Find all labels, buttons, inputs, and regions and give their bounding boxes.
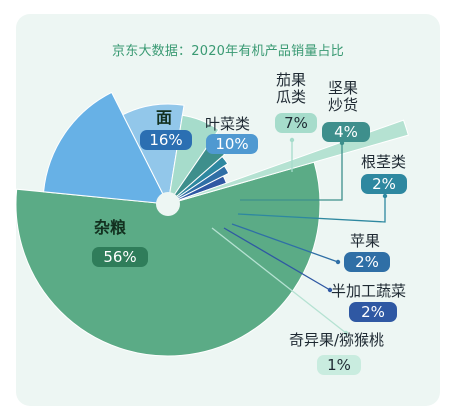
value-pill-mian: 16% <box>140 130 192 150</box>
label-genjing: 根茎类 <box>361 153 407 171</box>
leader-dot-qiyi <box>343 330 349 336</box>
leader-dot-banjiagong <box>327 287 333 293</box>
slice-zaliang <box>15 161 321 357</box>
label-mian: 面 <box>156 108 173 127</box>
value-pill-qieguo: 7% <box>275 113 317 133</box>
slice-mian <box>43 91 169 205</box>
leader-line-pingguo <box>231 223 339 263</box>
value-pill-genjing: 2% <box>361 174 407 194</box>
label-jianguo: 坚果 炒货 <box>328 80 358 114</box>
label-pingguo: 苹果 <box>350 232 381 250</box>
pie-center-hole <box>156 192 180 216</box>
label-qiyi: 奇异果/猕猴桃 <box>289 331 385 349</box>
value-pill-jianguo: 4% <box>322 122 370 142</box>
leader-line-jianguo <box>240 143 343 201</box>
slice-genjing <box>167 155 229 205</box>
leader-line-qiyi <box>211 227 347 334</box>
slice-pingguo <box>167 165 230 205</box>
label-qieguo: 茄果 瓜类 <box>276 72 306 106</box>
leader-dot-qieguo <box>289 137 295 143</box>
value-pill-qiyi: 1% <box>317 355 361 375</box>
leader-dot-pingguo <box>335 259 341 265</box>
slice-yecai <box>122 103 185 206</box>
label-yecai: 叶菜类 <box>205 115 251 133</box>
label-banjiagong: 半加工蔬菜 <box>331 282 407 300</box>
value-pill-pingguo: 2% <box>344 252 390 272</box>
leader-line-genjing <box>237 196 386 223</box>
chart-title: 京东大数据：2020年有机产品销量占比 <box>112 44 344 59</box>
leader-dot-genjing <box>382 193 388 199</box>
label-qieguo-line1: 茄果 <box>276 71 307 89</box>
label-zaliang: 杂粮 <box>94 218 127 237</box>
value-pill-zaliang: 56% <box>92 247 148 267</box>
label-jianguo-line2: 炒货 <box>328 96 359 114</box>
leader-line-banjiagong <box>223 227 331 291</box>
label-jianguo-line1: 坚果 <box>328 79 359 97</box>
label-qieguo-line2: 瓜类 <box>276 88 307 106</box>
value-pill-yecai: 10% <box>206 134 258 154</box>
value-pill-banjiagong: 2% <box>349 302 397 322</box>
